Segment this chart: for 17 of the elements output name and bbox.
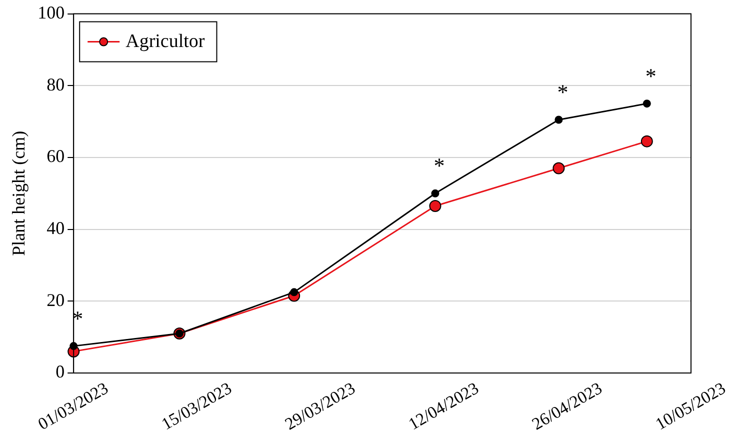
y-tick-label: 60 [46,146,65,166]
y-tick-label: 0 [56,362,65,382]
y-axis-title: Plant height (cm) [8,130,29,256]
point [640,135,653,148]
annotation: * [557,80,568,105]
point [642,100,651,108]
legend-label: Agricultor [126,30,206,52]
point [431,189,440,198]
point [552,162,565,174]
y-tick-label: 20 [46,290,65,310]
annotation: * [645,63,656,88]
point [554,116,563,124]
annotation: * [434,153,445,178]
y-tick-label: 80 [46,74,65,94]
point [429,200,442,212]
y-tick-label: 100 [38,2,65,23]
y-tick-label: 40 [46,218,65,238]
